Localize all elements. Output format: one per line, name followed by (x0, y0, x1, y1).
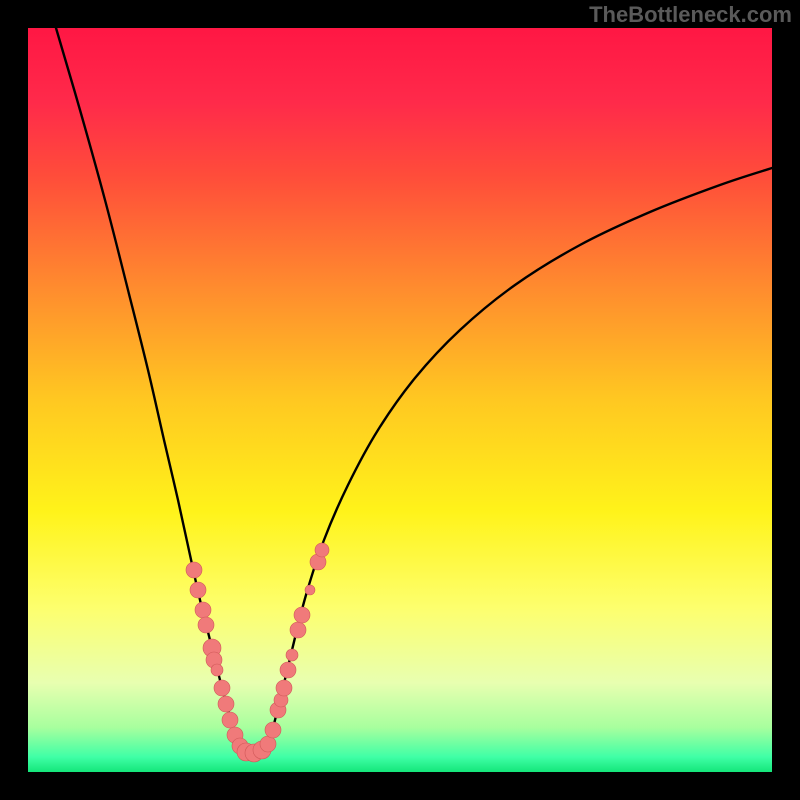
data-marker (190, 582, 206, 598)
data-marker (294, 607, 310, 623)
data-marker (265, 722, 281, 738)
data-marker (195, 602, 211, 618)
chart-container: TheBottleneck.com (0, 0, 800, 800)
chart-svg (0, 0, 800, 800)
watermark-text: TheBottleneck.com (589, 2, 792, 28)
border-right (772, 0, 800, 800)
data-marker (290, 622, 306, 638)
data-marker (276, 680, 292, 696)
data-marker (280, 662, 296, 678)
data-marker (286, 649, 298, 661)
data-marker (260, 736, 276, 752)
border-bottom (0, 772, 800, 800)
data-marker (222, 712, 238, 728)
data-marker (218, 696, 234, 712)
plot-background (28, 28, 772, 772)
data-marker (186, 562, 202, 578)
data-marker (315, 543, 329, 557)
data-marker (211, 664, 223, 676)
border-left (0, 0, 28, 800)
data-marker (305, 585, 315, 595)
data-marker (214, 680, 230, 696)
data-marker (198, 617, 214, 633)
